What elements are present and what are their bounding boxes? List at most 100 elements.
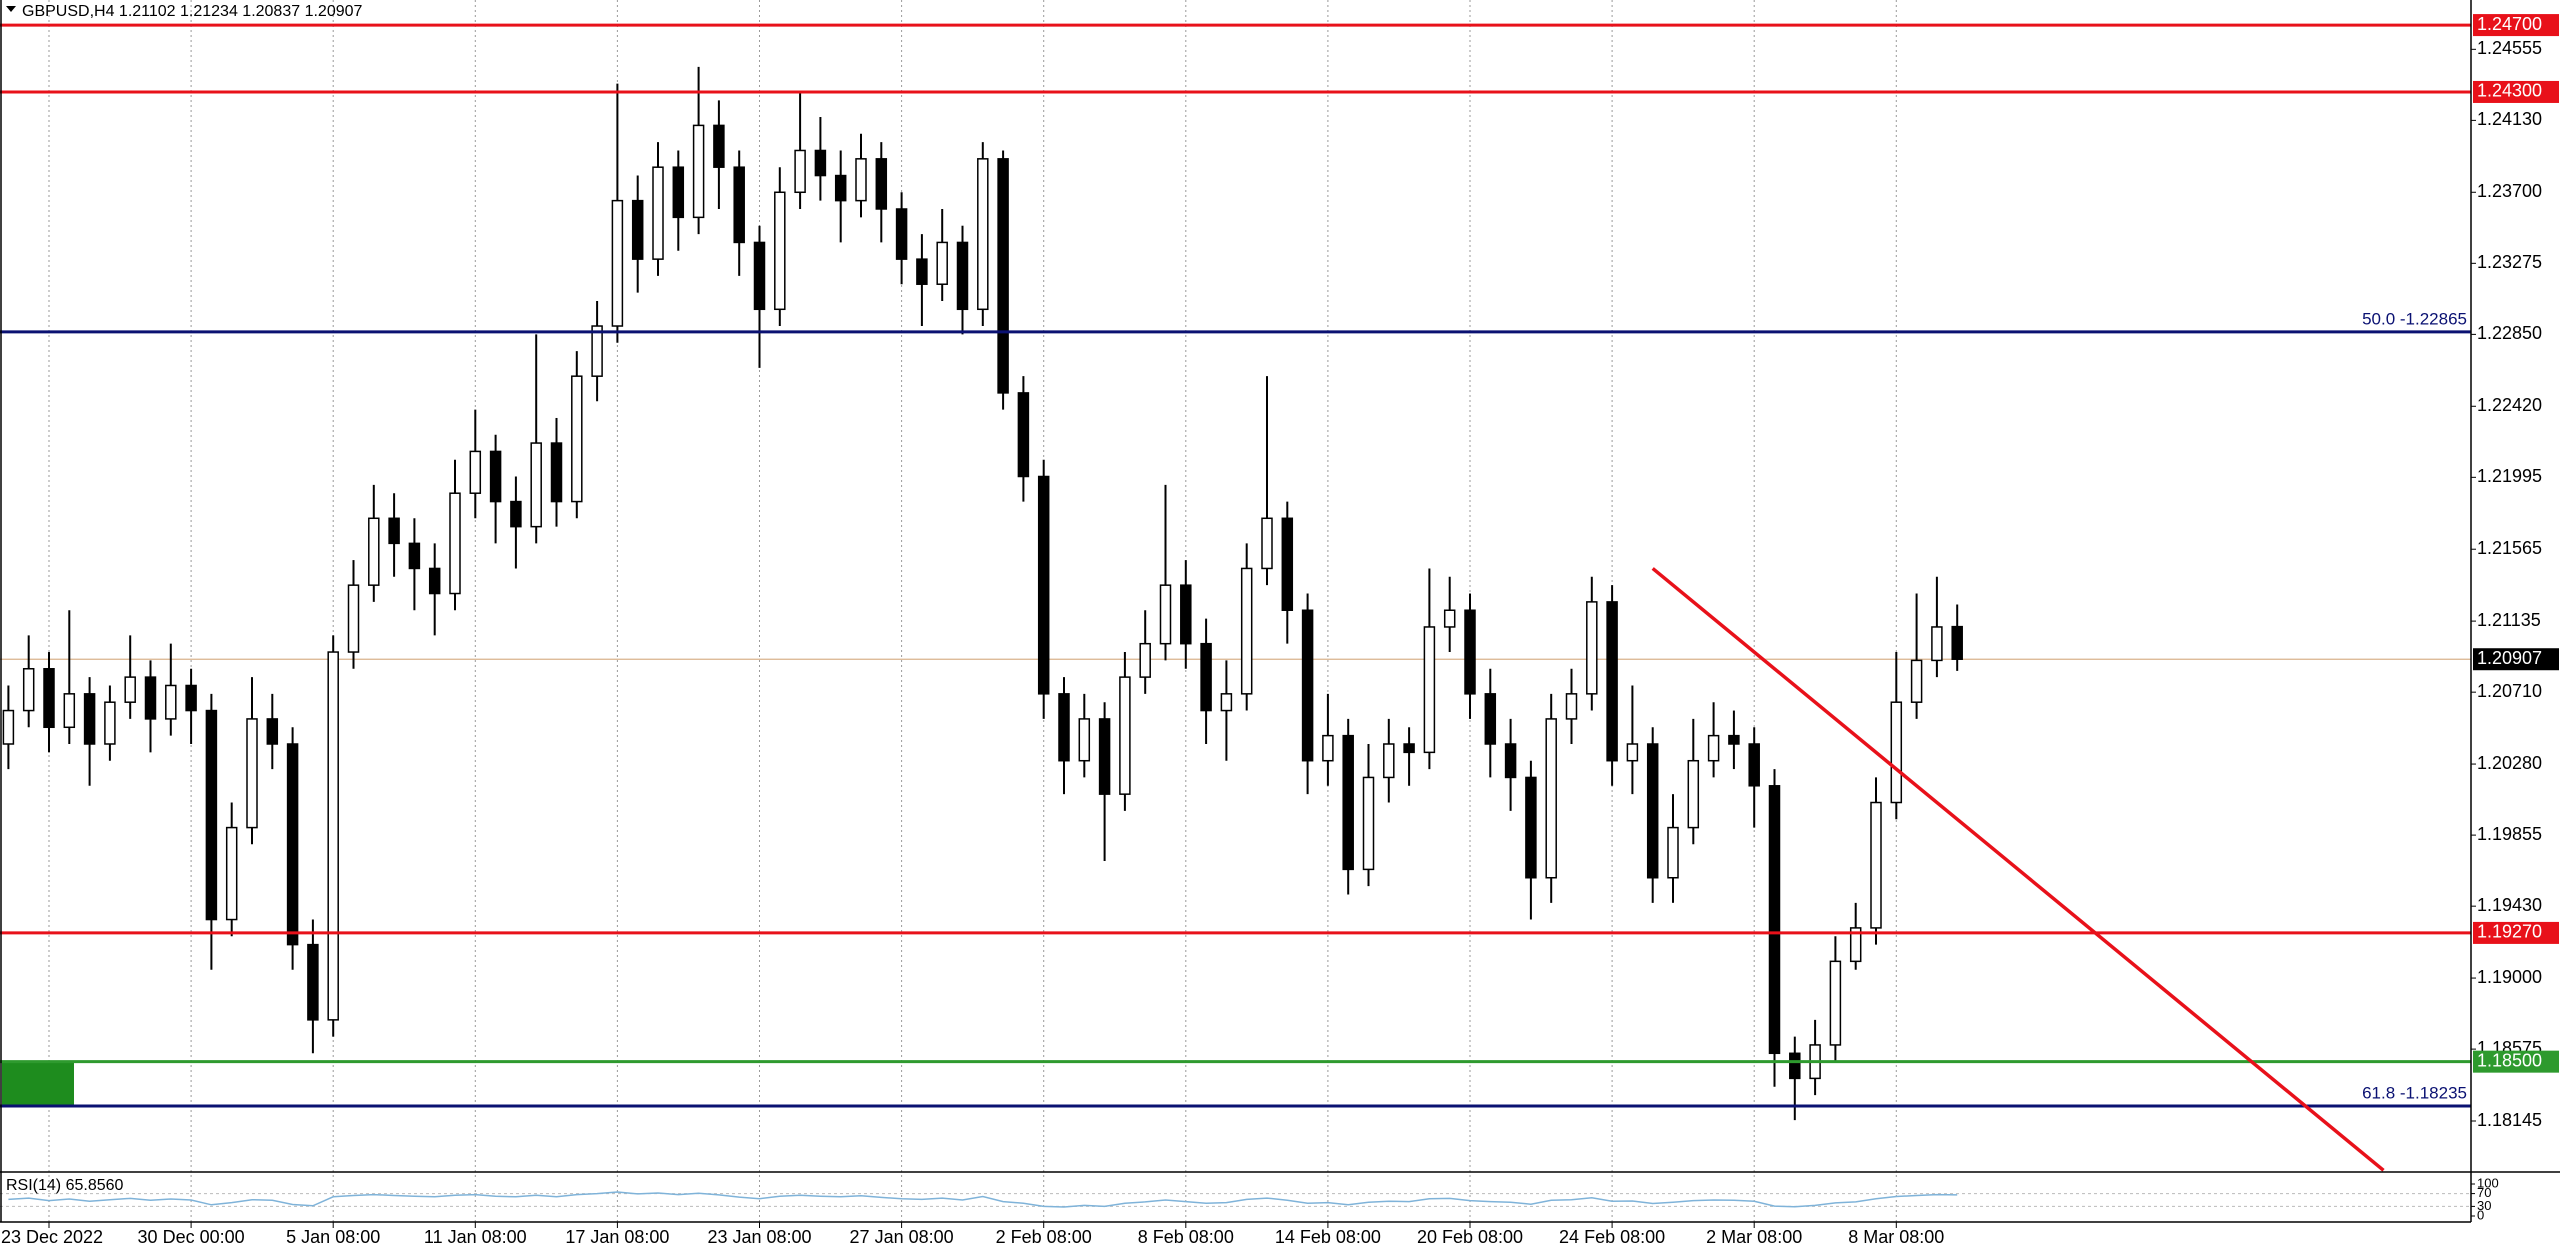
candle-body — [1707, 734, 1720, 762]
candle-body — [388, 517, 400, 545]
candle-body — [855, 158, 867, 202]
candle-body — [1017, 392, 1030, 478]
rsi-line — [8, 1191, 1958, 1208]
level-label-box — [2473, 14, 2559, 37]
candle-body — [1423, 626, 1436, 754]
level-label-box — [2473, 80, 2559, 103]
candle-body — [22, 668, 35, 712]
current-price-box — [2473, 648, 2559, 671]
candle-body — [1342, 734, 1354, 871]
candle-body — [814, 149, 827, 177]
candle-body — [225, 826, 238, 921]
x-tick-label: 17 Jan 08:00 — [565, 1227, 669, 1247]
candle-body — [246, 718, 258, 829]
rsi-tick-label: 0 — [2477, 1207, 2484, 1222]
y-tick-label: 1.23700 — [2477, 181, 2542, 201]
axes-layer: GBPUSD,H4 1.21102 1.21234 1.20837 1.2090… — [0, 0, 2560, 1223]
candle-body — [43, 668, 55, 729]
x-tick-label: 2 Mar 08:00 — [1706, 1227, 1802, 1247]
x-tick-label: 23 Dec 2022 — [1, 1227, 103, 1247]
candle-body — [205, 709, 218, 921]
candle-body — [124, 676, 136, 703]
candle-body — [1667, 826, 1679, 879]
candle-body — [956, 241, 969, 311]
candle-body — [1037, 475, 1050, 695]
x-tick-label: 20 Feb 08:00 — [1417, 1227, 1523, 1247]
level-label: 1.19270 — [2477, 922, 2542, 942]
candle-body — [571, 375, 583, 503]
candle-body — [1951, 625, 1963, 660]
candle-body — [1098, 718, 1111, 795]
x-tick-label: 8 Mar 08:00 — [1848, 1227, 1944, 1247]
y-tick-label: 1.19855 — [2477, 824, 2542, 844]
candle-body — [408, 542, 421, 570]
candle-body — [916, 258, 928, 285]
candle-body — [672, 166, 685, 219]
candle-body — [1910, 659, 1923, 703]
y-tick-label: 1.20710 — [2477, 681, 2542, 701]
candle-body — [1180, 584, 1192, 645]
y-tick-label: 1.23275 — [2477, 252, 2542, 272]
header-arrow[interactable] — [6, 6, 16, 12]
y-tick-label: 1.19000 — [2477, 967, 2542, 987]
labels-layer: 1.24555 1.24130 1.23700 1.23275 1.22850 1.224… — [1, 14, 2559, 1247]
candle-body — [286, 743, 299, 946]
x-tick-label: 24 Feb 08:00 — [1559, 1227, 1665, 1247]
candle-body — [1748, 743, 1760, 787]
y-tick-label: 1.19430 — [2477, 895, 2542, 915]
candle-body — [266, 718, 279, 745]
fib-label: 61.8 -1.18235 — [2362, 1083, 2467, 1102]
marks-layer — [0, 23, 2471, 1208]
rsi-tick-label: 30 — [2477, 1198, 2491, 1213]
candle-body — [1220, 693, 1233, 712]
y-tick-label: 1.24555 — [2477, 38, 2542, 58]
x-tick-label: 30 Dec 00:00 — [138, 1227, 245, 1247]
candle-body — [692, 124, 705, 219]
candle-body — [1687, 759, 1700, 829]
candle-body — [1870, 801, 1882, 929]
candle-body — [936, 241, 948, 285]
current-price-label: 1.20907 — [2477, 648, 2542, 668]
candle-body — [1281, 517, 1294, 611]
candle-body — [368, 517, 380, 586]
x-tick-label: 14 Feb 08:00 — [1275, 1227, 1381, 1247]
candle-body — [1789, 1052, 1801, 1080]
candle-body — [1829, 960, 1842, 1046]
candle-body — [652, 166, 664, 260]
y-tick-label: 1.24130 — [2477, 109, 2542, 129]
candle-body — [104, 701, 116, 745]
x-tick-label: 23 Jan 08:00 — [707, 1227, 811, 1247]
candle-body — [469, 450, 482, 494]
candle-body — [774, 191, 786, 311]
level-label: 1.24300 — [2477, 81, 2542, 101]
candle-body — [1504, 743, 1517, 779]
x-tick-label: 5 Jan 08:00 — [286, 1227, 380, 1247]
y-tick-label: 1.22850 — [2477, 323, 2542, 343]
y-tick-label: 1.22420 — [2477, 395, 2542, 415]
candle-body — [1362, 776, 1375, 871]
level-label: 1.18500 — [2477, 1050, 2542, 1070]
candle-body — [327, 651, 339, 1021]
candle-body — [834, 174, 847, 202]
level-label-box — [2473, 1050, 2559, 1073]
level-label: 1.24700 — [2477, 14, 2542, 34]
candle-body — [2, 709, 15, 745]
rsi-title: RSI(14) 65.8560 — [6, 1177, 124, 1194]
candle-body — [1261, 517, 1273, 570]
candle-body — [550, 442, 563, 503]
candle-body — [591, 325, 603, 377]
candle-body — [83, 693, 96, 745]
candle-body — [165, 684, 177, 720]
candle-body — [1200, 642, 1212, 712]
candle-body — [1545, 718, 1557, 879]
x-tick-label: 8 Feb 08:00 — [1138, 1227, 1234, 1247]
candle-body — [1078, 718, 1091, 762]
candle-body — [1646, 743, 1659, 879]
candle-body — [428, 567, 441, 595]
candle-body — [510, 500, 522, 528]
candle-body — [1301, 609, 1314, 762]
candle-body — [530, 442, 542, 528]
